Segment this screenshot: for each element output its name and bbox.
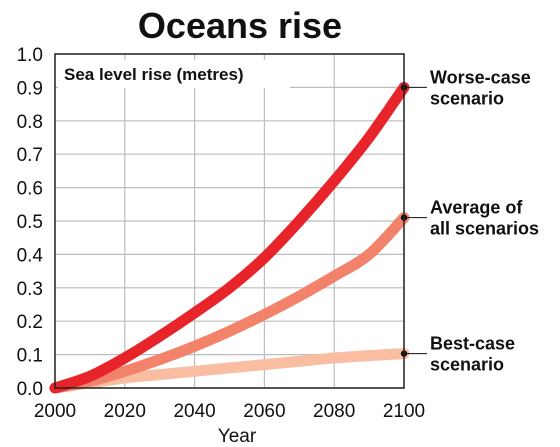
y-tick-label: 0.9 (17, 78, 43, 99)
chart-title: Oceans rise (138, 5, 342, 46)
y-tick-label: 0.8 (17, 112, 43, 133)
x-tick-label: 2080 (313, 401, 355, 422)
x-tick-label: 2020 (104, 401, 146, 422)
series-annotation-1: all scenarios (430, 219, 539, 239)
x-axis-label: Year (218, 426, 257, 447)
x-tick-label: 2100 (383, 401, 425, 422)
y-tick-label: 0.7 (17, 145, 43, 166)
y-tick-label: 0.3 (17, 279, 43, 300)
x-tick-label: 2000 (34, 401, 76, 422)
x-tick-labels: 2000 2020 2040 2060 2080 2100 (34, 401, 425, 422)
series-lines (49, 81, 410, 394)
y-tick-label: 0.5 (17, 212, 43, 233)
series-line-1 (49, 212, 410, 394)
y-tick-label: 0.4 (17, 245, 44, 266)
series-annotation-0: scenario (430, 355, 504, 375)
y-axis-label-bg (58, 60, 290, 88)
gridlines (54, 53, 405, 389)
y-tick-label: 0.1 (17, 346, 43, 367)
x-tick-label: 2040 (173, 401, 215, 422)
y-tick-label: 0.6 (17, 179, 43, 200)
y-tick-label: 0.0 (17, 379, 43, 400)
series-annotation-1: Average of (430, 198, 523, 218)
series-line-2 (49, 81, 410, 394)
plot-frame (54, 53, 405, 389)
y-tick-label: 1.0 (17, 45, 43, 66)
y-axis-label: Sea level rise (metres) (64, 65, 244, 84)
series-annotation-2: Worse-case (430, 67, 531, 87)
series-annotation-0: Best-case (430, 334, 515, 354)
x-tick-label: 2060 (243, 401, 285, 422)
series-annotation-2: scenario (430, 88, 504, 108)
y-tick-label: 0.2 (17, 312, 43, 333)
y-tick-labels: 0.0 0.1 0.2 0.3 0.4 0.5 0.6 0.7 0.8 0.9 1.0 (17, 45, 44, 400)
